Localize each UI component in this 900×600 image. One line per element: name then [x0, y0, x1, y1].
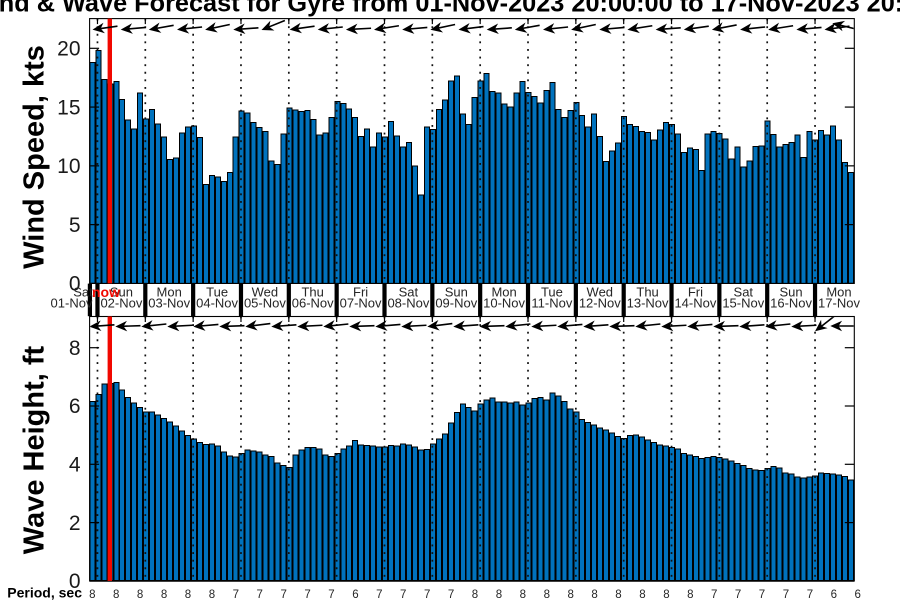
- svg-text:8: 8: [687, 589, 693, 600]
- svg-text:7: 7: [807, 589, 813, 600]
- svg-text:03-Nov: 03-Nov: [148, 295, 190, 310]
- svg-text:8: 8: [69, 337, 81, 360]
- svg-text:Sat: Sat: [399, 284, 419, 299]
- svg-text:Wind & Wave Forecast for Gyre: Wind & Wave Forecast for Gyre from 01-No…: [0, 0, 900, 17]
- svg-text:7: 7: [280, 589, 286, 600]
- svg-text:07-Nov: 07-Nov: [340, 295, 382, 310]
- svg-text:8: 8: [663, 589, 669, 600]
- svg-text:7: 7: [400, 589, 406, 600]
- svg-text:Fri: Fri: [353, 284, 368, 299]
- svg-text:10-Nov: 10-Nov: [483, 295, 525, 310]
- svg-text:7: 7: [424, 589, 430, 600]
- svg-text:8: 8: [567, 589, 573, 600]
- svg-text:Sun: Sun: [445, 284, 468, 299]
- svg-text:10: 10: [57, 155, 80, 178]
- svg-text:Fri: Fri: [688, 284, 703, 299]
- svg-text:Wave Height, ft: Wave Height, ft: [18, 345, 50, 554]
- svg-text:15-Nov: 15-Nov: [722, 295, 764, 310]
- svg-text:6: 6: [352, 589, 358, 600]
- svg-text:7: 7: [783, 589, 789, 600]
- svg-text:7: 7: [735, 589, 741, 600]
- svg-text:20: 20: [57, 38, 80, 61]
- svg-text:8: 8: [113, 589, 119, 600]
- svg-text:6: 6: [831, 589, 837, 600]
- svg-text:6: 6: [854, 589, 860, 600]
- svg-text:Wind Speed, kts: Wind Speed, kts: [18, 45, 50, 269]
- svg-text:Sat: Sat: [734, 284, 754, 299]
- svg-text:4: 4: [69, 454, 81, 477]
- svg-text:15: 15: [57, 96, 80, 119]
- svg-text:7: 7: [448, 589, 454, 600]
- svg-text:8: 8: [472, 589, 478, 600]
- svg-text:7: 7: [376, 589, 382, 600]
- svg-text:17-Nov: 17-Nov: [818, 295, 860, 310]
- svg-text:02-Nov: 02-Nov: [100, 295, 142, 310]
- svg-text:now: now: [92, 284, 120, 300]
- svg-text:09-Nov: 09-Nov: [435, 295, 477, 310]
- svg-text:Sun: Sun: [780, 284, 803, 299]
- svg-text:5: 5: [69, 214, 81, 237]
- svg-text:7: 7: [256, 589, 262, 600]
- svg-text:8: 8: [137, 589, 143, 600]
- svg-text:Period, sec: Period, sec: [7, 585, 82, 600]
- svg-text:06-Nov: 06-Nov: [292, 295, 334, 310]
- svg-text:8: 8: [496, 589, 502, 600]
- svg-text:11-Nov: 11-Nov: [531, 295, 572, 310]
- svg-text:Mon: Mon: [826, 284, 851, 299]
- svg-text:13-Nov: 13-Nov: [627, 295, 669, 310]
- svg-text:7: 7: [233, 589, 239, 600]
- svg-text:Thu: Thu: [636, 284, 658, 299]
- svg-text:8: 8: [161, 589, 167, 600]
- svg-text:16-Nov: 16-Nov: [770, 295, 812, 310]
- svg-text:12-Nov: 12-Nov: [579, 295, 621, 310]
- svg-text:05-Nov: 05-Nov: [244, 295, 286, 310]
- svg-text:8: 8: [209, 589, 215, 600]
- svg-text:2: 2: [69, 512, 81, 535]
- svg-text:Mon: Mon: [157, 284, 182, 299]
- svg-text:7: 7: [759, 589, 765, 600]
- svg-text:8: 8: [544, 589, 550, 600]
- svg-text:01-Nov: 01-Nov: [51, 295, 93, 310]
- svg-text:6: 6: [69, 395, 81, 418]
- svg-text:8: 8: [520, 589, 526, 600]
- svg-text:0: 0: [69, 273, 81, 296]
- svg-text:8: 8: [185, 589, 191, 600]
- svg-text:08-Nov: 08-Nov: [387, 295, 429, 310]
- svg-text:Mon: Mon: [491, 284, 516, 299]
- svg-text:14-Nov: 14-Nov: [674, 295, 716, 310]
- svg-text:Thu: Thu: [301, 284, 323, 299]
- svg-text:8: 8: [89, 589, 95, 600]
- svg-text:7: 7: [328, 589, 334, 600]
- svg-text:04-Nov: 04-Nov: [196, 295, 238, 310]
- svg-text:Wed: Wed: [252, 284, 279, 299]
- svg-text:Sun: Sun: [110, 284, 133, 299]
- svg-text:8: 8: [591, 589, 597, 600]
- svg-text:8: 8: [615, 589, 621, 600]
- svg-text:7: 7: [304, 589, 310, 600]
- svg-text:Sat: Sat: [73, 284, 93, 299]
- svg-text:8: 8: [639, 589, 645, 600]
- svg-text:7: 7: [711, 589, 717, 600]
- svg-text:Tue: Tue: [206, 284, 228, 299]
- svg-text:Wed: Wed: [587, 284, 614, 299]
- svg-text:0: 0: [69, 570, 81, 593]
- svg-text:Tue: Tue: [541, 284, 563, 299]
